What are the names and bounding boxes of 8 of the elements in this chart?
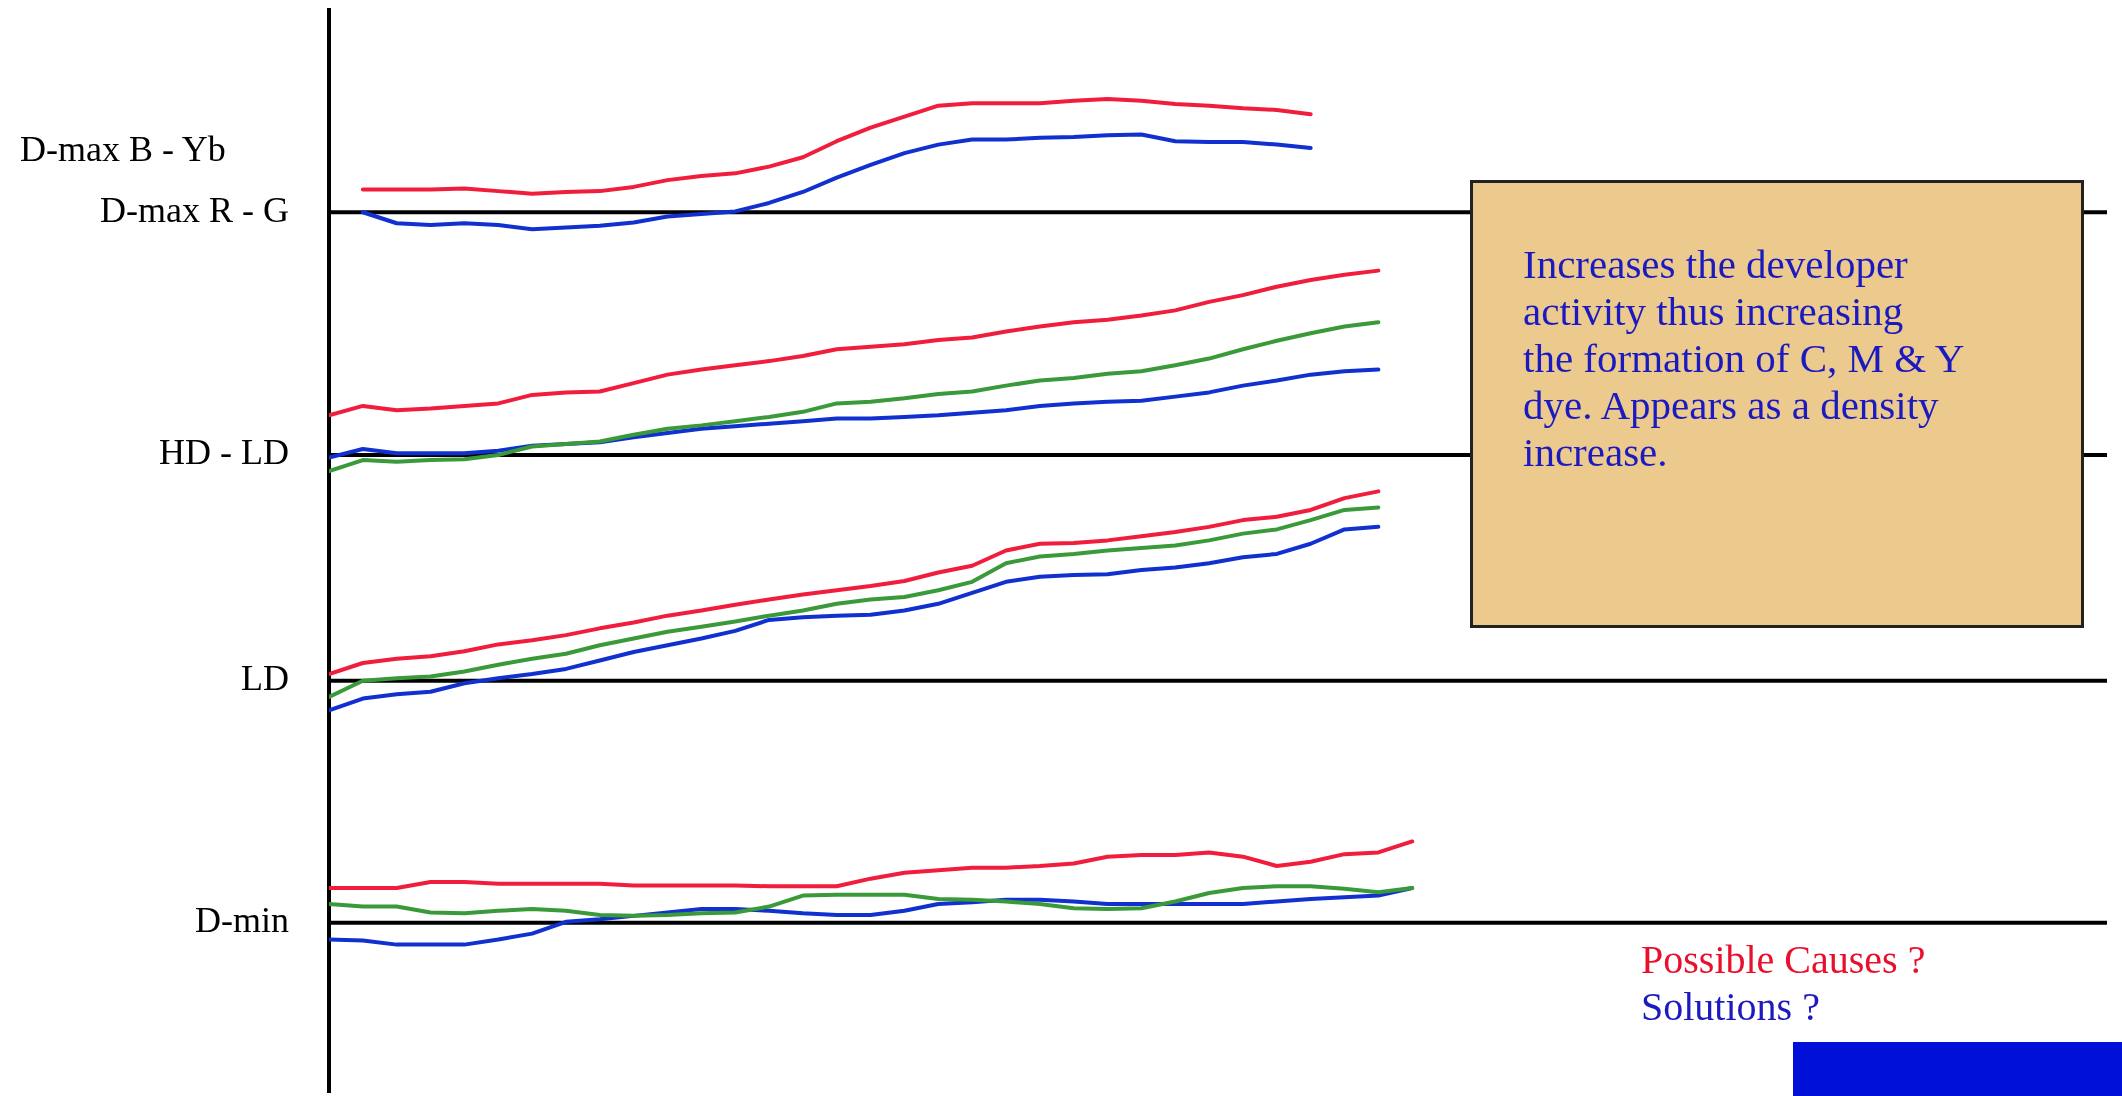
ref-line-label: LD xyxy=(241,658,289,699)
text: Increases the developer activity thus increasing the formation of C, M & Y dye. Appears as a density increase. xyxy=(1470,180,2084,628)
ref-line-label: D-min xyxy=(195,900,289,941)
text: D-max B - Yb xyxy=(20,128,226,170)
text: Possible Causes ? xyxy=(1641,936,1926,983)
ref-line-label: D-max R - G xyxy=(100,189,289,230)
text: Solutions ? xyxy=(1641,983,1820,1030)
ref-line-label: HD - LD xyxy=(159,432,289,473)
